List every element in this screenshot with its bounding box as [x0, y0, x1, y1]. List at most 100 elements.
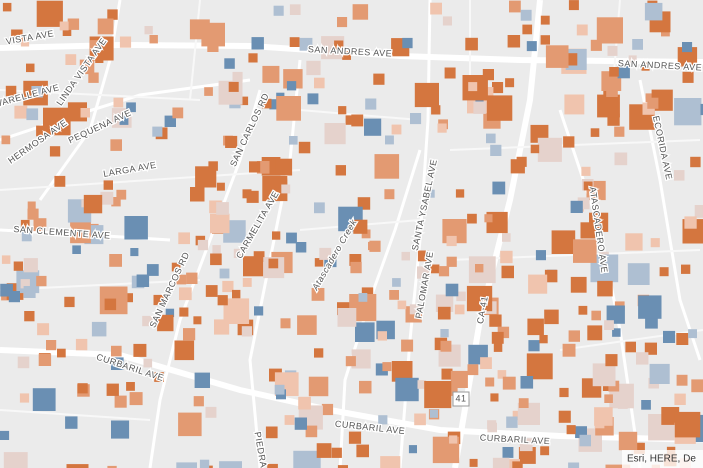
symbol: [62, 27, 72, 36]
symbol: [380, 456, 401, 468]
symbol: [466, 285, 493, 312]
symbol: [361, 229, 371, 239]
symbol: [612, 328, 621, 337]
symbol: [171, 262, 181, 272]
symbol: [193, 396, 204, 407]
symbol: [356, 444, 369, 458]
symbol: [674, 411, 701, 438]
symbol: [378, 415, 388, 425]
symbol: [293, 450, 321, 468]
symbol: [568, 462, 580, 468]
symbol: [26, 63, 35, 73]
symbol: [31, 86, 43, 98]
symbol: [492, 82, 504, 94]
symbol: [1, 135, 11, 145]
symbol: [164, 115, 176, 127]
symbol: [502, 447, 514, 458]
symbol: [467, 364, 479, 376]
symbol: [559, 387, 569, 398]
symbol: [272, 231, 281, 240]
symbol: [486, 95, 513, 121]
symbol: [334, 40, 344, 50]
symbol: [597, 94, 620, 118]
symbol: [126, 382, 135, 391]
symbol: [119, 116, 129, 125]
symbol: [324, 123, 346, 145]
symbol: [149, 35, 158, 44]
street-label: CURBARIL AVE: [480, 433, 551, 447]
symbol: [331, 447, 342, 458]
symbol: [146, 264, 159, 276]
symbol: [397, 300, 407, 310]
symbol: [562, 343, 576, 357]
symbol: [597, 280, 613, 297]
symbol: [178, 412, 202, 437]
symbol: [358, 293, 368, 302]
symbol: [373, 73, 385, 85]
symbol: [440, 340, 452, 352]
symbol: [502, 233, 511, 242]
symbol: [526, 353, 553, 380]
symbol: [57, 348, 66, 358]
symbol: [79, 59, 95, 75]
symbol: [641, 400, 651, 410]
symbol: [345, 356, 356, 367]
symbol: [83, 194, 103, 214]
symbol: [606, 305, 625, 324]
symbol: [314, 348, 324, 358]
symbol: [157, 314, 174, 332]
symbol: [314, 77, 325, 89]
symbol: [647, 97, 659, 109]
symbol: [368, 241, 377, 251]
symbol: [295, 242, 307, 253]
symbol: [216, 202, 229, 215]
symbol: [153, 294, 164, 306]
symbol: [568, 0, 579, 11]
symbol: [618, 431, 638, 451]
symbol: [265, 426, 278, 439]
symbol: [174, 340, 195, 361]
symbol: [674, 170, 685, 181]
symbol: [490, 393, 499, 402]
symbol: [625, 233, 643, 251]
symbol: [261, 98, 272, 109]
symbol: [540, 15, 550, 25]
symbol: [391, 361, 413, 382]
symbol: [384, 189, 395, 200]
symbol: [638, 295, 662, 319]
symbol: [133, 343, 147, 357]
symbol: [417, 380, 427, 389]
symbol: [20, 38, 30, 47]
symbol: [3, 452, 28, 468]
symbol: [349, 254, 362, 266]
symbol: [430, 264, 440, 274]
symbol: [454, 304, 465, 315]
symbol: [473, 101, 486, 114]
symbol: [275, 158, 293, 176]
symbol: [604, 394, 613, 403]
symbol: [204, 87, 213, 96]
symbol: [446, 256, 457, 267]
symbol: [353, 219, 368, 234]
symbol: [414, 413, 426, 426]
symbol: [520, 9, 532, 21]
symbol: [179, 307, 189, 317]
symbol: [27, 201, 36, 210]
symbol: [350, 261, 362, 274]
symbol: [284, 415, 295, 425]
symbol: [33, 218, 47, 232]
symbol: [568, 330, 580, 342]
symbol: [65, 54, 77, 65]
symbol: [627, 263, 650, 285]
symbol: [46, 340, 57, 351]
symbol: [254, 306, 264, 316]
symbol: [111, 197, 121, 207]
symbol: [385, 135, 394, 145]
symbol: [20, 219, 30, 229]
symbol: [268, 258, 279, 269]
symbol: [540, 446, 550, 456]
symbol: [20, 279, 30, 289]
symbol: [38, 353, 52, 366]
